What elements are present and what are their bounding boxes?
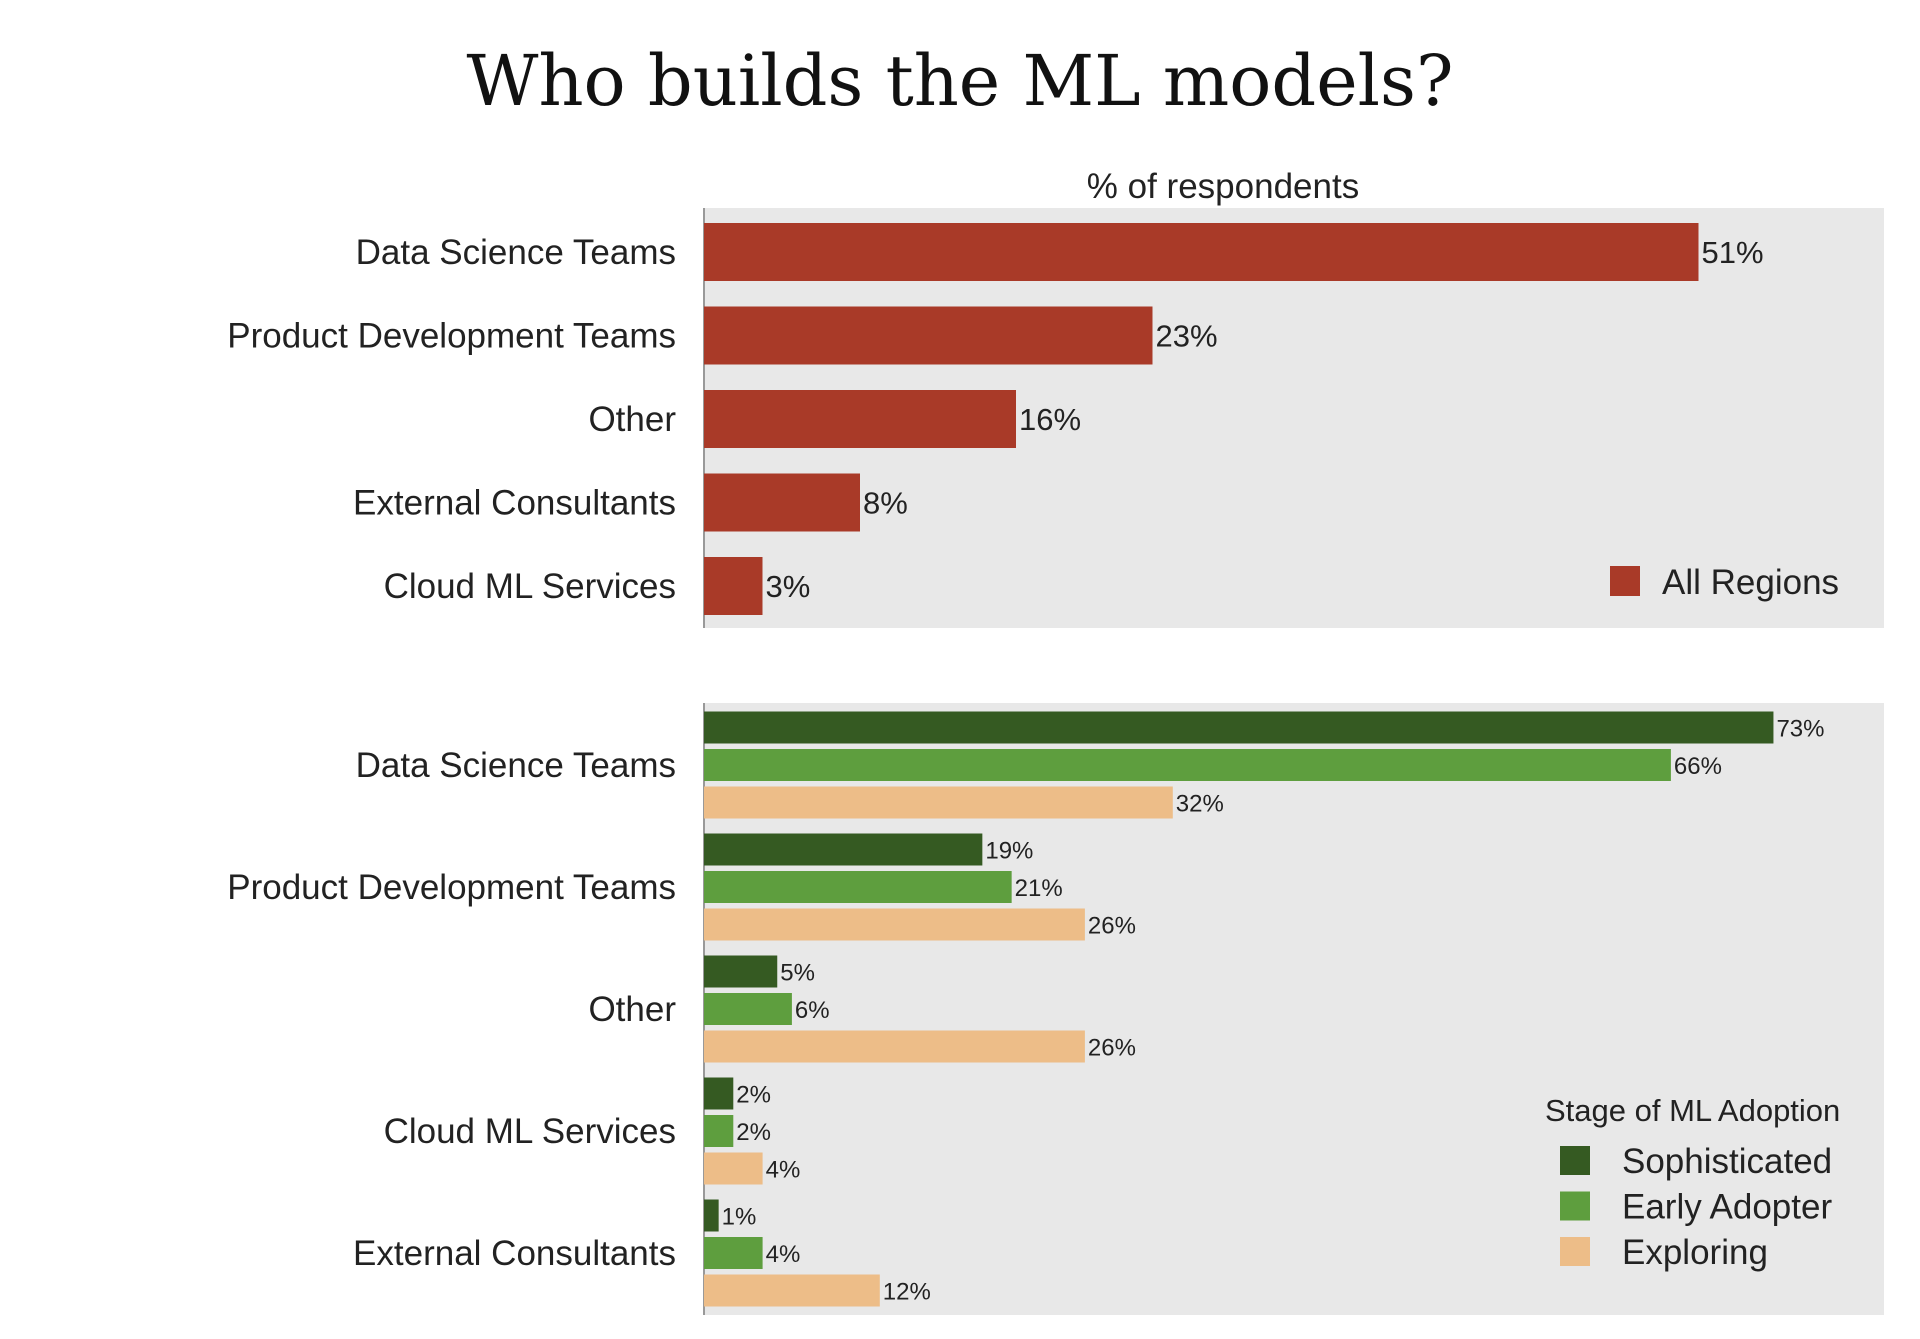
- data-label-product-development-teams-early-adopter: 21%: [1015, 875, 1063, 902]
- legend-label-all-regions: All Regions: [1662, 563, 1839, 602]
- bar-external-consultants-early-adopter: [704, 1237, 763, 1269]
- data-label-external-consultants: 8%: [863, 486, 908, 521]
- bar-other-early-adopter: [704, 993, 792, 1025]
- legend-swatch-sophisticated: [1560, 1146, 1590, 1175]
- legend-label-sophisticated: Sophisticated: [1622, 1142, 1832, 1181]
- bar-external-consultants-sophisticated: [704, 1199, 719, 1232]
- legend-swatch-all-regions: [1610, 566, 1640, 596]
- bar-external-consultants: [704, 473, 860, 532]
- data-label-cloud-ml-services-early-adopter: 2%: [736, 1119, 771, 1146]
- bar-product-development-teams-exploring: [704, 908, 1085, 941]
- bar-product-development-teams-sophisticated: [704, 833, 983, 866]
- data-label-product-development-teams-sophisticated: 19%: [985, 838, 1033, 865]
- category-label-other: Other: [588, 990, 676, 1029]
- data-label-other-early-adopter: 6%: [795, 997, 830, 1024]
- bar-data-science-teams-early-adopter: [704, 749, 1671, 781]
- data-label-other-exploring: 26%: [1088, 1035, 1136, 1062]
- category-label-external-consultants: External Consultants: [353, 1234, 676, 1273]
- chart-title: Who builds the ML models?: [467, 40, 1454, 122]
- legend-swatch-early-adopter: [1560, 1191, 1590, 1221]
- bar-cloud-ml-services-early-adopter: [704, 1115, 734, 1147]
- data-label-data-science-teams-exploring: 32%: [1176, 791, 1224, 818]
- data-label-product-development-teams: 23%: [1156, 319, 1218, 354]
- category-label-external-consultants: External Consultants: [353, 484, 676, 523]
- data-label-data-science-teams-sophisticated: 73%: [1776, 716, 1824, 743]
- data-label-cloud-ml-services-sophisticated: 2%: [736, 1082, 771, 1109]
- bar-cloud-ml-services-sophisticated: [704, 1077, 734, 1110]
- data-label-cloud-ml-services: 3%: [766, 569, 811, 604]
- category-label-cloud-ml-services: Cloud ML Services: [384, 1112, 676, 1151]
- category-label-product-development-teams: Product Development Teams: [227, 317, 676, 356]
- data-label-data-science-teams-early-adopter: 66%: [1674, 753, 1722, 780]
- bar-product-development-teams: [704, 306, 1153, 365]
- data-label-product-development-teams-exploring: 26%: [1088, 913, 1136, 940]
- legend-label-early-adopter: Early Adopter: [1622, 1188, 1832, 1227]
- category-label-data-science-teams: Data Science Teams: [356, 233, 676, 272]
- bar-other-exploring: [704, 1030, 1085, 1063]
- bar-data-science-teams: [704, 223, 1699, 281]
- category-label-other: Other: [588, 400, 676, 439]
- bar-external-consultants-exploring: [704, 1274, 880, 1307]
- bar-data-science-teams-exploring: [704, 786, 1173, 819]
- legend-title: Stage of ML Adoption: [1545, 1093, 1840, 1128]
- category-label-cloud-ml-services: Cloud ML Services: [384, 567, 676, 606]
- bar-data-science-teams-sophisticated: [704, 711, 1774, 744]
- legend-swatch-exploring: [1560, 1237, 1590, 1266]
- bar-product-development-teams-early-adopter: [704, 871, 1012, 903]
- data-label-other-sophisticated: 5%: [780, 960, 815, 987]
- chart-subtitle: % of respondents: [1087, 167, 1359, 206]
- data-label-external-consultants-sophisticated: 1%: [722, 1204, 757, 1231]
- category-label-data-science-teams: Data Science Teams: [356, 746, 676, 785]
- data-label-external-consultants-early-adopter: 4%: [766, 1241, 801, 1268]
- data-label-data-science-teams: 51%: [1702, 235, 1764, 270]
- data-label-other: 16%: [1019, 402, 1081, 437]
- bar-cloud-ml-services-exploring: [704, 1152, 763, 1185]
- data-label-cloud-ml-services-exploring: 4%: [766, 1157, 801, 1184]
- bar-other-sophisticated: [704, 955, 778, 988]
- bar-other: [704, 390, 1016, 448]
- category-label-product-development-teams: Product Development Teams: [227, 868, 676, 907]
- bar-cloud-ml-services: [704, 557, 763, 615]
- legend-label-exploring: Exploring: [1622, 1233, 1768, 1272]
- data-label-external-consultants-exploring: 12%: [883, 1279, 931, 1306]
